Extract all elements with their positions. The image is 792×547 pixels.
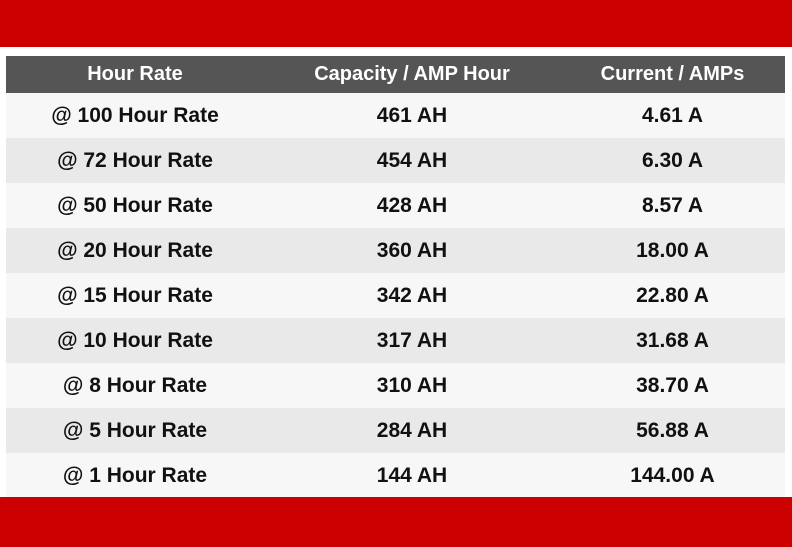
header-capacity: Capacity / AMP Hour [314, 63, 510, 85]
table-header-row: Hour Rate Capacity / AMP Hour Current / … [6, 56, 785, 93]
table-row: @ 15 Hour Rate 342 AH 22.80 A [6, 273, 785, 318]
cell-hour-rate: @ 5 Hour Rate [62, 419, 208, 442]
table-row: @ 10 Hour Rate 317 AH 31.68 A [6, 318, 785, 363]
capacity-table-container: Hour Rate Capacity / AMP Hour Current / … [6, 56, 785, 498]
cell-current: 18.00 A [636, 239, 709, 262]
cell-capacity: 144 AH [376, 464, 448, 487]
cell-capacity: 284 AH [376, 419, 448, 442]
table-row: @ 50 Hour Rate 428 AH 8.57 A [6, 183, 785, 228]
cell-hour-rate: @ 72 Hour Rate [57, 149, 213, 172]
cell-capacity: 461 AH [376, 104, 448, 127]
cell-current: 31.68 A [636, 329, 709, 352]
table-row: @ 72 Hour Rate 454 AH 6.30 A [6, 138, 785, 183]
capacity-table: Hour Rate Capacity / AMP Hour Current / … [6, 56, 785, 498]
cell-capacity: 310 AH [376, 374, 448, 397]
cell-current: 22.80 A [636, 284, 709, 307]
table-row: @ 8 Hour Rate 310 AH 38.70 A [6, 363, 785, 408]
cell-capacity: 342 AH [376, 284, 448, 307]
cell-capacity: 428 AH [376, 194, 448, 217]
header-current: Current / AMPs [600, 63, 745, 85]
cell-hour-rate: @ 8 Hour Rate [62, 374, 208, 397]
table-row: @ 5 Hour Rate 284 AH 56.88 A [6, 408, 785, 453]
cell-hour-rate: @ 15 Hour Rate [57, 284, 213, 307]
table-row: @ 1 Hour Rate 144 AH 144.00 A [6, 453, 785, 498]
cell-hour-rate: @ 10 Hour Rate [57, 329, 213, 352]
cell-hour-rate: @ 1 Hour Rate [62, 464, 208, 487]
cell-current: 38.70 A [636, 374, 709, 397]
table-row: @ 20 Hour Rate 360 AH 18.00 A [6, 228, 785, 273]
cell-hour-rate: @ 20 Hour Rate [57, 239, 213, 262]
cell-current: 6.30 A [641, 149, 704, 172]
cell-current: 4.61 A [641, 104, 704, 127]
cell-capacity: 360 AH [376, 239, 448, 262]
cell-capacity: 454 AH [376, 149, 448, 172]
top-red-banner [0, 0, 792, 47]
header-hour-rate: Hour Rate [87, 63, 183, 85]
table-row: @ 100 Hour Rate 461 AH 4.61 A [6, 93, 785, 138]
cell-current: 56.88 A [636, 419, 709, 442]
cell-current: 144.00 A [630, 464, 715, 487]
cell-hour-rate: @ 100 Hour Rate [51, 104, 219, 127]
cell-hour-rate: @ 50 Hour Rate [57, 194, 213, 217]
bottom-red-banner [0, 497, 792, 547]
cell-current: 8.57 A [641, 194, 704, 217]
cell-capacity: 317 AH [376, 329, 448, 352]
